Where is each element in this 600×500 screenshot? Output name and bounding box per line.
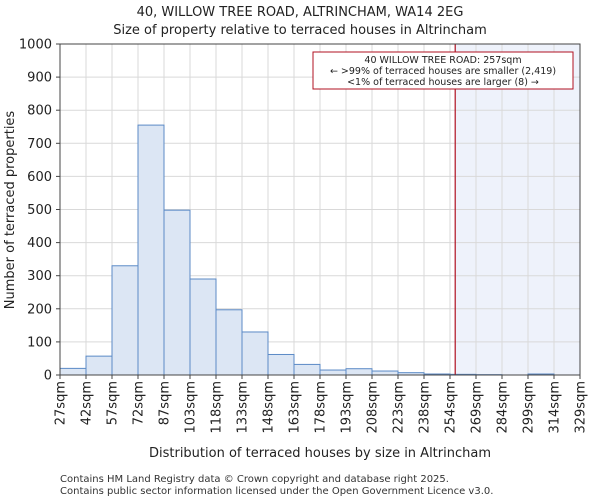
histogram-bar [189, 278, 217, 376]
x-tick-label: 299sqm [522, 381, 537, 434]
footer-line-1: Contains HM Land Registry data © Crown c… [60, 474, 449, 485]
x-tick-label: 254sqm [444, 381, 459, 434]
y-tick-label: 1000 [19, 38, 52, 53]
y-tick-label: 900 [27, 71, 52, 86]
chart-subtitle: Size of property relative to terraced ho… [113, 23, 487, 38]
x-tick-label: 72sqm [132, 381, 147, 425]
annotation-box: 40 WILLOW TREE ROAD: 257sqm ← >99% of te… [312, 51, 574, 90]
annotation-line-1: 40 WILLOW TREE ROAD: 257sqm [364, 55, 521, 66]
y-axis-ticks: 0 100 200 300 400 500 600 700 800 900 1000 [19, 38, 60, 384]
x-tick-label: 269sqm [470, 381, 485, 434]
x-tick-label: 42sqm [80, 381, 95, 425]
x-tick-label: 223sqm [392, 381, 407, 434]
histogram-bar [241, 331, 269, 376]
footer-line-2: Contains public sector information licen… [60, 486, 493, 497]
y-tick-label: 400 [27, 236, 52, 251]
y-tick-label: 800 [27, 104, 52, 119]
annotation-frame [312, 51, 574, 90]
histogram-bar [267, 353, 295, 376]
histogram-bar [319, 369, 347, 376]
x-tick-label: 27sqm [54, 381, 69, 425]
histogram-bar [163, 209, 191, 376]
y-tick-label: 600 [27, 170, 52, 185]
x-tick-label: 329sqm [574, 381, 589, 434]
y-tick-label: 300 [27, 269, 52, 284]
x-tick-label: 163sqm [288, 381, 303, 434]
histogram-bar [59, 367, 87, 376]
y-tick-label: 500 [27, 203, 52, 218]
x-tick-label: 148sqm [262, 381, 277, 434]
x-tick-label: 208sqm [366, 381, 381, 434]
annotation-line-3: <1% of terraced houses are larger (8) → [347, 77, 539, 88]
x-axis-title: Distribution of terraced houses by size … [149, 446, 491, 461]
y-axis-title: Number of terraced properties [3, 111, 18, 310]
x-tick-label: 103sqm [184, 381, 199, 434]
x-tick-label: 57sqm [106, 381, 121, 425]
x-tick-label: 133sqm [236, 381, 251, 434]
x-tick-label: 118sqm [210, 381, 225, 434]
x-tick-label: 193sqm [340, 381, 355, 434]
x-tick-label: 87sqm [158, 381, 173, 425]
x-tick-label: 178sqm [314, 381, 329, 434]
y-tick-label: 200 [27, 302, 52, 317]
y-tick-label: 100 [27, 335, 52, 350]
x-tick-label: 238sqm [418, 381, 433, 434]
histogram-bar [111, 265, 139, 376]
y-tick-label: 0 [44, 369, 52, 384]
histogram-bar [345, 368, 373, 376]
x-tick-label: 284sqm [496, 381, 511, 434]
bars [59, 124, 555, 376]
histogram-bar [293, 363, 321, 376]
histogram-bar [85, 355, 113, 376]
histogram-bar [137, 124, 165, 376]
histogram-bar [215, 309, 243, 376]
x-tick-label: 314sqm [548, 381, 563, 434]
chart-title: 40, WILLOW TREE ROAD, ALTRINCHAM, WA14 2… [137, 5, 464, 20]
annotation-line-2: ← >99% of terraced houses are smaller (2… [330, 66, 556, 77]
x-axis-ticks: 27sqm 42sqm 57sqm 72sqm 87sqm 103sqm 118sqm 133… [54, 375, 589, 434]
histogram-bar [371, 370, 399, 376]
y-tick-label: 700 [27, 137, 52, 152]
